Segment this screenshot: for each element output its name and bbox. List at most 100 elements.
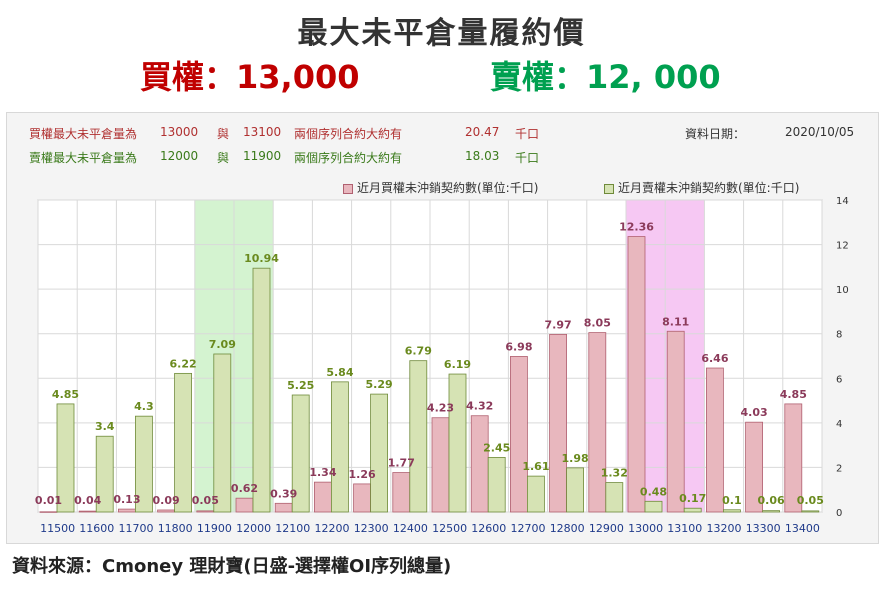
call-bar [745,421,763,513]
put-value-label: 3.4 [95,420,115,433]
call-value-label: 0.09 [153,494,180,507]
x-tick-label: 13400 [785,522,820,535]
x-tick-label: 12600 [471,522,506,535]
put-value-label: 5.25 [287,379,314,392]
y-tick-label: 12 [836,241,849,252]
x-tick-label: 12300 [354,522,389,535]
data-source: 資料來源：Cmoney 理財寶(日盛-選擇權OI序列總量) [12,556,452,577]
put-value-label: 5.84 [326,366,353,379]
put-value-label: 0.06 [758,494,785,507]
call-value-label: 12.36 [619,221,654,234]
call-info-unit: 千口 [515,127,540,141]
y-tick-label: 10 [836,285,849,296]
put-value-label: 0.05 [797,494,824,507]
put-info-and: 與 [217,151,230,165]
x-tick-label: 12900 [589,522,624,535]
put-value-label: 2.45 [483,441,510,454]
put-info-strike-1: 12000 [160,149,199,163]
y-tick-label: 6 [836,374,842,385]
put-bar [448,373,467,513]
x-tick-label: 12000 [236,522,271,535]
x-tick-label: 11800 [158,522,193,535]
call-value-label: 0.13 [113,493,140,506]
put-value-label: 4.85 [52,388,79,401]
call-bar [118,508,136,513]
put-bar [801,510,820,513]
put-info-amount: 18.03 [465,149,500,163]
call-value-label: 6.46 [701,352,728,365]
put-bar [409,360,428,513]
put-max-strike: 賣權：12, 000 [490,58,721,96]
put-value-label: 5.29 [366,378,393,391]
x-tick-label: 12700 [511,522,546,535]
call-bar [313,481,332,513]
call-info-and: 與 [217,127,230,141]
put-bar [291,394,310,513]
x-tick-label: 12800 [550,522,585,535]
call-info-strike-2: 13100 [243,125,282,139]
legend-call-swatch [343,183,353,194]
x-tick-label: 11700 [119,522,154,535]
call-bar [588,332,607,513]
call-value-label: 4.85 [780,388,807,401]
put-value-label: 6.22 [170,357,197,370]
call-info-amount: 20.47 [465,125,500,139]
put-bar [644,500,663,513]
x-tick-label: 13300 [746,522,781,535]
call-bar [274,502,293,513]
put-bar [213,353,232,513]
x-tick-label: 13200 [707,522,742,535]
x-tick-label: 12100 [275,522,310,535]
put-info-unit: 千口 [515,151,540,165]
put-bar [762,510,780,513]
put-bar [723,509,741,513]
call-value-label: 4.23 [427,402,454,415]
put-value-label: 4.3 [134,400,154,413]
call-value-label: 0.04 [74,494,101,507]
call-bar [784,403,803,513]
y-tick-label: 4 [836,419,842,430]
call-bar [235,497,254,513]
oi-bar-chart: 0 2 4 6 8 10 12 14 0.01 4.85 11500 0.04 3.4 11600 0.13… [35,196,849,535]
call-bar [431,417,450,513]
put-bar [330,381,349,513]
legend-call: 近月買權未沖銷契約數(單位:千口) [343,179,538,196]
call-bar [353,483,372,513]
put-value-label: 1.61 [522,460,549,473]
y-tick-label: 2 [836,463,842,474]
call-value-label: 4.03 [741,406,768,419]
x-tick-label: 12200 [315,522,350,535]
call-bar [666,330,685,513]
put-value-label: 1.32 [601,467,628,480]
x-tick-label: 11900 [197,522,232,535]
call-bar [470,415,489,513]
call-bar [627,236,646,513]
put-value-label: 6.19 [444,358,471,371]
x-tick-label: 13100 [667,522,702,535]
call-value-label: 0.05 [192,494,219,507]
legend-put-label: 近月賣權未沖銷契約數(單位:千口) [618,181,800,195]
call-bar [196,510,215,513]
put-bar [56,403,75,513]
legend-put-swatch [604,183,614,194]
call-value-label: 6.98 [505,340,532,353]
y-tick-label: 0 [836,508,842,519]
put-bar [174,372,193,513]
call-value-label: 0.39 [270,487,297,500]
legend-call-label: 近月買權未沖銷契約數(單位:千口) [357,181,539,195]
put-value-label: 10.94 [244,252,279,265]
x-tick-label: 11600 [79,522,114,535]
put-bar [95,435,114,513]
put-info-label: 賣權最大未平倉量為 [29,151,138,165]
put-bar [527,475,545,513]
call-bar [392,472,411,513]
call-value-label: 4.32 [466,400,493,413]
call-value-label: 0.01 [35,494,62,507]
put-info-desc: 兩個序列合約大約有 [294,151,403,165]
call-bar [549,333,567,513]
call-bar [706,367,724,513]
put-value-label: 0.17 [679,492,706,505]
put-bar [487,456,506,513]
call-info-strike-1: 13000 [160,125,199,139]
put-bar [605,482,624,513]
